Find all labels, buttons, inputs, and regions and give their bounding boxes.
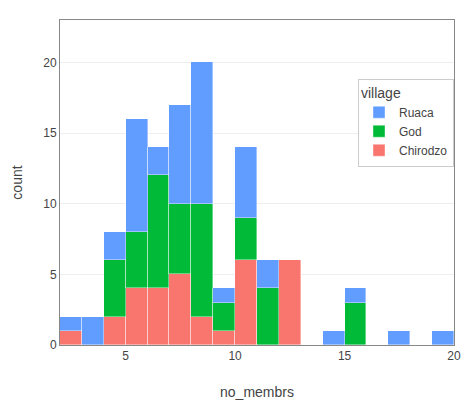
svg-text:God: God <box>399 125 422 139</box>
svg-text:15: 15 <box>338 349 352 363</box>
svg-text:15: 15 <box>43 126 57 140</box>
svg-text:5: 5 <box>122 349 129 363</box>
svg-text:10: 10 <box>228 349 242 363</box>
svg-text:count: count <box>9 165 25 199</box>
svg-text:village: village <box>361 85 401 101</box>
svg-text:20: 20 <box>43 56 57 70</box>
svg-text:20: 20 <box>447 349 461 363</box>
svg-text:5: 5 <box>50 268 57 282</box>
svg-text:0: 0 <box>50 338 57 352</box>
svg-text:Ruaca: Ruaca <box>399 106 434 120</box>
svg-text:10: 10 <box>43 197 57 211</box>
svg-text:Chirodzo: Chirodzo <box>399 144 447 158</box>
svg-text:no_membrs: no_membrs <box>220 384 294 400</box>
